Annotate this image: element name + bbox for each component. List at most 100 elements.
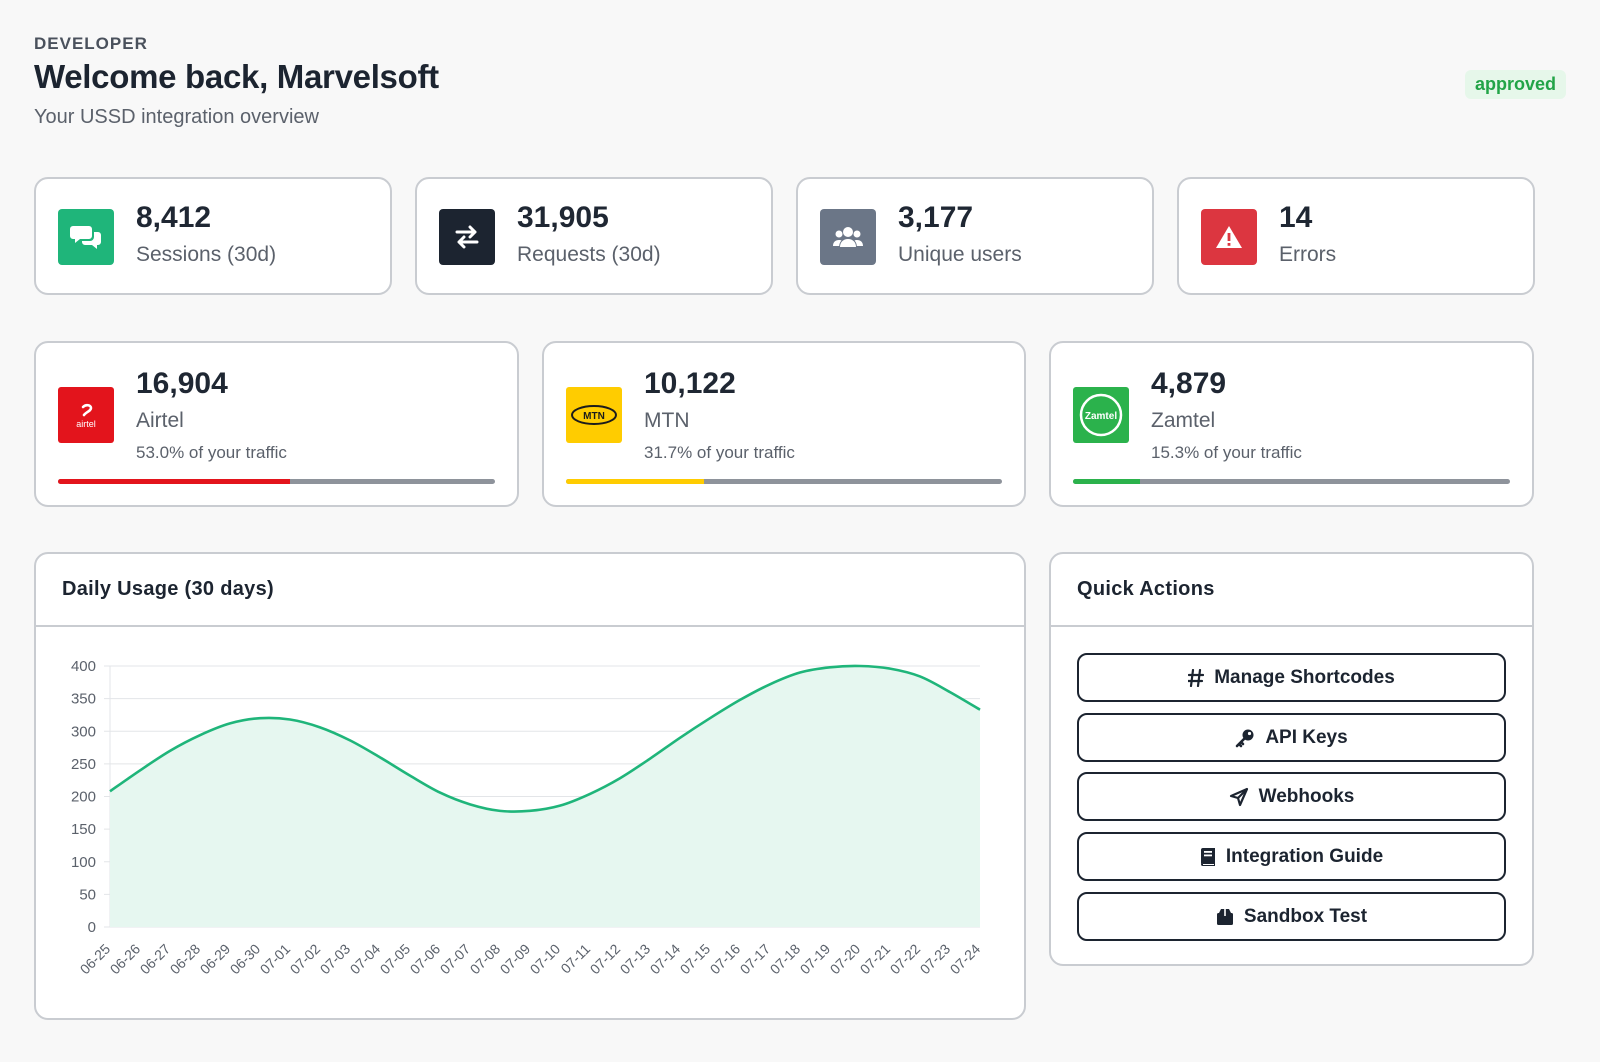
y-tick-label: 50 [79,886,96,903]
stat-card-errors: 14 Errors [1177,177,1535,295]
y-tick-label: 150 [71,821,96,838]
webhooks-label: Webhooks [1258,785,1355,807]
x-tick-label: 07-12 [587,940,624,977]
y-tick-label: 0 [88,919,96,936]
x-tick-label: 06-26 [107,940,144,977]
errors-value: 14 [1279,201,1313,234]
daily-usage-panel: Daily Usage (30 days) 0 50 100 150 200 250 300… [34,552,1026,1020]
mtn-share: 31.7% of your traffic [644,443,795,462]
page-header: DEVELOPER Welcome back, Marvelsoft Your … [34,34,1566,134]
x-tick-label: 07-10 [527,940,564,977]
requests-value: 31,905 [517,201,609,234]
x-tick-label: 07-18 [767,940,804,977]
airtel-logo-text: airtel [76,419,96,429]
x-tick-label: 07-23 [917,940,954,977]
airtel-name: Airtel [136,409,184,432]
mtn-logo-text: MTN [583,411,605,422]
x-tick-label: 07-03 [317,940,354,977]
chat-bubbles-icon [58,209,114,265]
manage-shortcodes-label: Manage Shortcodes [1214,666,1395,688]
y-tick-label: 200 [71,789,96,806]
x-tick-label: 07-04 [347,940,384,977]
errors-label: Errors [1279,243,1337,266]
y-tick-label: 250 [71,756,96,773]
x-tick-label: 07-09 [497,940,534,977]
mtn-share-fill [566,479,705,484]
x-tick-label: 06-28 [167,940,204,977]
x-tick-label: 07-20 [827,940,864,977]
x-tick-label: 07-21 [857,940,894,977]
book-icon [1200,847,1215,866]
x-tick-label: 07-19 [797,940,834,977]
zamtel-value: 4,879 [1151,367,1227,400]
x-tick-label: 07-08 [467,940,504,977]
airtel-share-bar [58,479,495,484]
integration-guide-label: Integration Guide [1225,845,1384,867]
page-subtitle: Your USSD integration overview [34,106,319,128]
role-eyebrow: DEVELOPER [34,34,148,53]
warning-icon [1201,209,1257,265]
zamtel-share-fill [1073,479,1140,484]
mtn-logo: MTN [566,387,622,443]
sandbox-test-label: Sandbox Test [1243,905,1368,927]
users-label: Unique users [898,243,1022,266]
x-tick-label: 07-17 [737,940,774,977]
x-tick-label: 06-25 [77,940,114,977]
zamtel-logo: Zamtel [1073,387,1129,443]
x-tick-label: 07-22 [887,940,924,977]
mtn-name: MTN [644,409,690,432]
x-tick-label: 07-02 [287,940,324,977]
y-tick-label: 350 [71,691,96,708]
hash-icon [1188,668,1205,687]
x-tick-label: 07-07 [437,940,474,977]
quick-actions-panel: Quick Actions Manage Shortcodes API Keys… [1049,552,1534,966]
zamtel-logo-text: Zamtel [1085,411,1117,422]
x-tick-label: 07-15 [677,940,714,977]
airtel-logo: airtel [58,387,114,443]
users-icon [820,209,876,265]
airtel-share: 53.0% of your traffic [136,443,287,462]
stat-card-users: 3,177 Unique users [796,177,1154,295]
key-icon [1236,729,1254,747]
airtel-value: 16,904 [136,367,228,400]
usage-series-line [109,664,981,813]
quick-actions-title: Quick Actions [1051,554,1532,627]
x-tick-label: 07-01 [257,940,294,977]
page-title: Welcome back, Marvelsoft [34,58,439,95]
x-tick-label: 07-05 [377,940,414,977]
sessions-label: Sessions (30d) [136,243,277,266]
zamtel-share-bar [1073,479,1510,484]
x-tick-label: 06-30 [227,940,264,977]
daily-usage-chart: 05010015020025030035040006-2506-2606-270… [71,658,984,977]
x-tick-label: 07-06 [407,940,444,977]
daily-usage-title: Daily Usage (30 days) [36,554,1024,627]
y-tick-label: 100 [71,854,96,871]
network-card-airtel: airtel 16,904 Airtel 53.0% of your traff… [34,341,519,507]
network-card-mtn: MTN 10,122 MTN 31.7% of your traffic [542,341,1026,507]
sessions-value: 8,412 [136,201,212,234]
x-tick-label: 06-29 [197,940,234,977]
y-tick-label: 300 [71,723,96,740]
x-tick-label: 07-11 [557,940,593,976]
x-tick-label: 06-27 [137,940,174,977]
box-icon [1216,908,1233,925]
webhooks-button[interactable]: Webhooks [1077,772,1506,821]
sandbox-test-button[interactable]: Sandbox Test [1077,892,1506,941]
stat-card-requests: 31,905 Requests (30d) [415,177,773,295]
x-tick-label: 07-14 [647,940,684,977]
users-value: 3,177 [898,201,974,234]
manage-shortcodes-button[interactable]: Manage Shortcodes [1077,653,1506,702]
y-tick-label: 400 [71,658,96,675]
requests-label: Requests (30d) [517,243,661,266]
status-badge: approved [1464,70,1566,99]
x-tick-label: 07-24 [947,940,984,977]
mtn-share-bar [566,479,1002,484]
integration-guide-button[interactable]: Integration Guide [1077,832,1506,881]
zamtel-share: 15.3% of your traffic [1151,443,1302,462]
airtel-share-fill [58,479,290,484]
network-card-zamtel: Zamtel 4,879 Zamtel 15.3% of your traffi… [1049,341,1534,507]
mtn-value: 10,122 [644,367,736,400]
x-tick-label: 07-16 [707,940,744,977]
api-keys-button[interactable]: API Keys [1077,713,1506,762]
x-tick-label: 07-13 [617,940,654,977]
